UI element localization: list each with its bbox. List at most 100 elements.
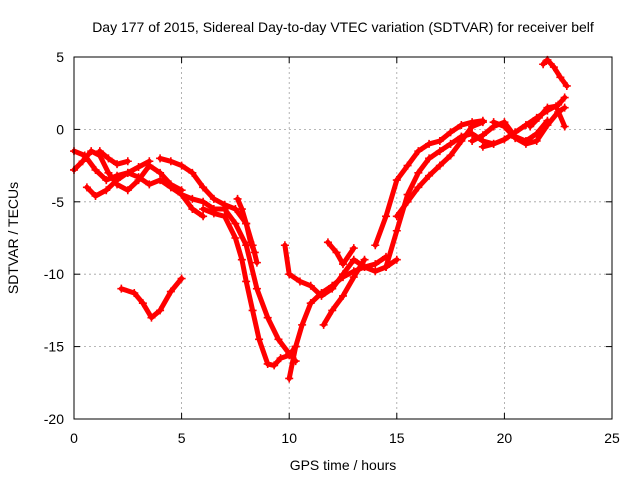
data-point-marker [414,183,423,192]
data-point-marker [478,118,487,127]
data-point-marker [560,93,569,102]
data-point-marker [360,255,369,264]
series-band [118,276,185,321]
data-point-marker [166,157,175,166]
data-point-marker [123,186,132,195]
y-tick-labels: -20 -15 -10 -5 0 5 [44,49,64,427]
data-point-marker [138,299,147,308]
data-point-marker [425,154,434,163]
data-point-marker [82,183,91,192]
data-point-marker [371,241,380,250]
data-point-marker [255,335,264,344]
y-tick-label: -15 [44,339,64,355]
data-point-marker [199,197,208,206]
data-point-marker [532,136,541,145]
data-point-marker [145,157,154,166]
data-point-marker [349,255,358,264]
data-point-marker [237,255,246,264]
data-point-marker [248,306,257,315]
data-point-marker [156,306,165,315]
series-band [97,148,131,167]
x-axis-label: GPS time / hours [290,457,397,473]
data-point-marker [549,63,558,72]
data-point-marker [392,226,401,235]
data-point-marker [188,205,197,214]
chart-title: Day 177 of 2015, Sidereal Day-to-day VTE… [92,19,594,35]
data-point-marker [270,361,279,370]
series-track-5 [117,274,186,322]
data-point-marker [526,122,535,131]
data-point-marker [104,168,113,177]
data-point-marker [117,284,126,293]
data-point-marker [468,136,477,145]
data-point-marker [349,273,358,282]
series-track-11 [285,255,401,383]
x-tick-label: 25 [604,430,620,446]
series-track-14 [371,116,487,250]
data-point-marker [539,60,548,69]
data-point-marker [276,354,285,363]
data-point-marker [274,335,283,344]
data-point-marker [306,281,315,290]
data-point-marker [371,260,380,269]
series-track-9 [233,194,259,257]
data-point-marker [446,128,455,137]
data-point-marker [478,142,487,151]
series-band [71,148,185,193]
series-band [372,118,486,248]
data-point-marker [188,168,197,177]
series-track-19 [489,103,569,148]
data-point-marker [123,168,132,177]
data-point-marker [156,168,165,177]
data-point-marker [489,139,498,148]
x-tick-label: 0 [70,430,78,446]
data-point-marker [87,147,96,156]
data-point-marker [306,299,315,308]
grid-layer [74,57,612,419]
data-point-marker [199,183,208,192]
data-point-marker [319,320,328,329]
data-point-marker [317,289,326,298]
data-point-marker [156,176,165,185]
data-point-marker [382,262,391,271]
y-tick-label: -10 [44,266,64,282]
data-point-marker [425,171,434,180]
series-track-21 [539,55,571,90]
x-tick-label: 5 [178,430,186,446]
data-point-marker [209,194,218,203]
data-point-marker [263,359,272,368]
data-point-marker [349,244,358,253]
data-point-marker [435,147,444,156]
data-point-marker [95,147,104,156]
data-point-marker [562,81,571,90]
data-point-marker [457,136,466,145]
data-point-marker [166,180,175,189]
data-point-marker [78,157,87,166]
series-track-16 [392,118,487,221]
data-point-marker [425,139,434,148]
y-axis-label: SDTVAR / TECUs [5,182,21,294]
data-point-marker [280,241,289,250]
data-point-marker [113,176,122,185]
data-point-marker [414,147,423,156]
series-track-8 [199,205,300,370]
x-tick-label: 20 [497,430,513,446]
data-point-marker [242,241,251,250]
data-point-marker [392,212,401,221]
data-point-marker [560,103,569,112]
data-point-marker [489,118,498,127]
data-point-marker [246,238,255,247]
data-point-marker [552,102,561,111]
data-point-marker [91,165,100,174]
data-point-marker [199,212,208,221]
data-point-marker [199,205,208,214]
x-tick-label: 15 [389,430,405,446]
data-point-marker [252,284,261,293]
series-track-15 [382,129,498,271]
data-point-marker [188,194,197,203]
data-point-marker [435,161,444,170]
data-point-marker [177,161,186,170]
data-point-marker [392,176,401,185]
data-point-marker [285,270,294,279]
